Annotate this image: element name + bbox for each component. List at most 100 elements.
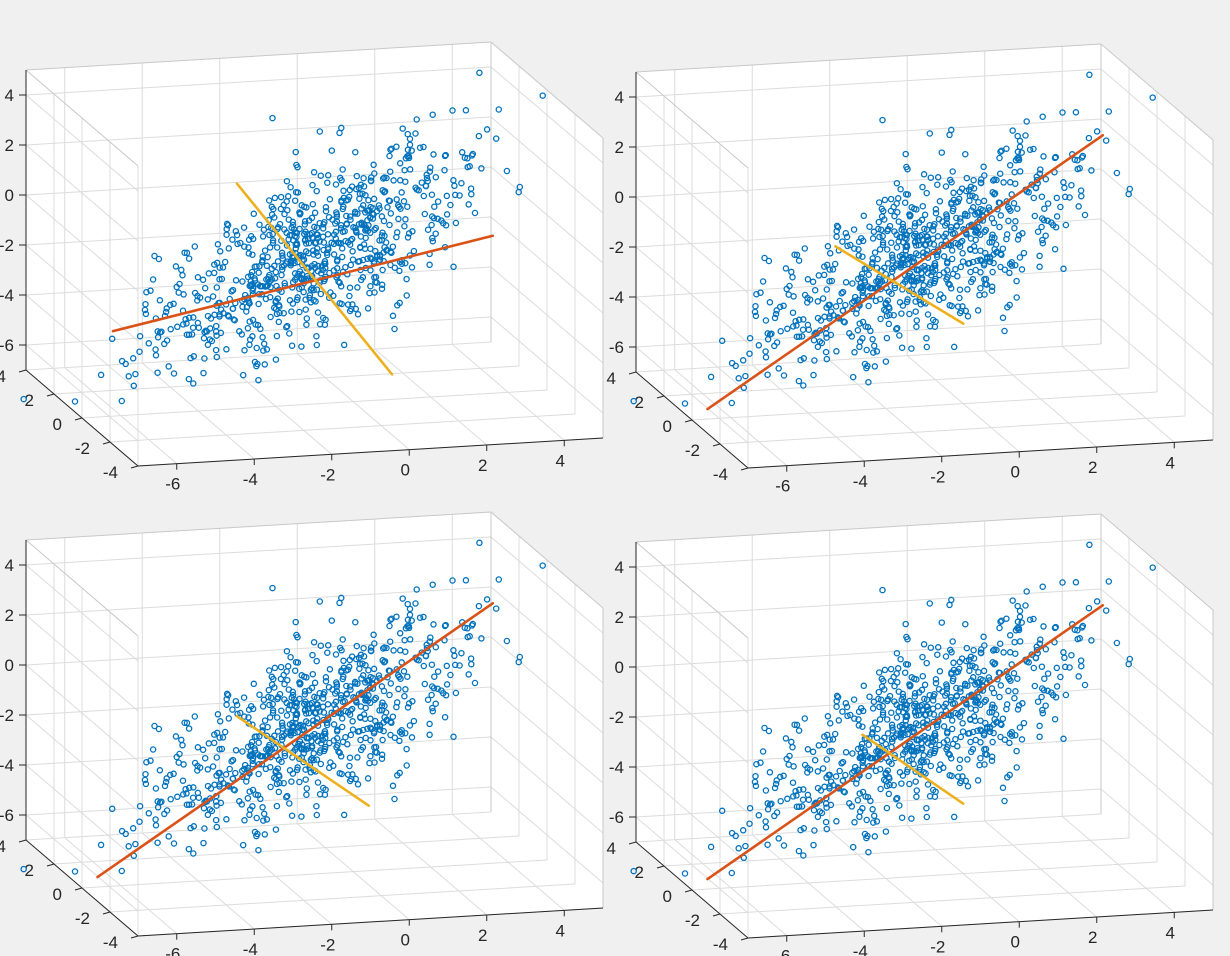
scatter-point: [1014, 618, 1022, 626]
scatter-point: [418, 179, 426, 186]
scatter-point: [279, 722, 286, 729]
scatter-point: [330, 251, 338, 258]
scatter-point: [1006, 179, 1014, 186]
scatter-point: [936, 741, 943, 749]
scatter-point: [1012, 688, 1019, 695]
scatter-point: [371, 696, 378, 703]
scatter-point: [766, 299, 774, 306]
scatter-point: [885, 790, 893, 798]
scatter-point: [327, 289, 334, 296]
scatter-point: [1014, 148, 1022, 156]
scatter-point: [990, 259, 997, 267]
scatter-point: [977, 754, 984, 762]
scatter-point: [820, 271, 828, 279]
scatter-point: [303, 315, 311, 322]
scatter-point: [839, 758, 847, 766]
box-edge: [490, 511, 604, 609]
scatter-point: [831, 260, 839, 268]
scatter-point: [988, 704, 996, 711]
scatter-point: [1062, 221, 1070, 229]
scatter-point: [289, 218, 297, 226]
y-tick-mark: [740, 937, 749, 941]
scatter-point: [165, 833, 172, 840]
scatter-point: [402, 155, 410, 162]
scatter-point: [170, 840, 178, 847]
scatter-point: [423, 171, 430, 179]
scatter-point: [908, 345, 915, 352]
scatter-point: [225, 715, 233, 722]
scatter-point: [145, 810, 153, 817]
grid-line-y: [663, 837, 1130, 867]
scatter-point: [310, 639, 318, 646]
scatter-point: [283, 322, 291, 330]
scatter-point: [921, 225, 928, 233]
scatter-point: [364, 227, 372, 235]
scatter-point: [403, 292, 410, 299]
scatter-point: [309, 651, 316, 659]
scatter-point: [375, 202, 383, 209]
scatter-point: [1057, 673, 1064, 681]
scatter-point: [942, 653, 950, 660]
scatter-point: [995, 199, 1003, 206]
scatter-point: [869, 705, 877, 712]
scatter-point: [286, 330, 293, 337]
scatter-point: [294, 764, 301, 771]
scatter-point: [188, 331, 196, 338]
scatter-point: [990, 689, 998, 697]
scatter-point: [302, 766, 309, 773]
scatter-point: [879, 241, 887, 249]
scatter-point: [385, 667, 393, 674]
scatter-point: [475, 602, 483, 610]
scatter-point: [792, 317, 799, 325]
scatter-point: [1012, 218, 1019, 225]
scatter-point: [981, 642, 988, 649]
scatter-point: [970, 713, 978, 720]
scatter-point: [877, 315, 884, 323]
scatter-point: [1012, 627, 1020, 634]
scatter-point: [800, 852, 807, 859]
scatter-point: [359, 726, 367, 734]
scatter-point: [1086, 541, 1093, 549]
scatter-point: [817, 787, 825, 794]
scatter-point: [292, 618, 299, 626]
scatter-point: [359, 672, 367, 679]
scatter-point: [1040, 153, 1047, 160]
scatter-point: [284, 663, 292, 670]
scatter-point: [284, 206, 291, 214]
scatter-point: [330, 231, 338, 238]
scatter-point: [1071, 626, 1079, 633]
scatter-point: [199, 746, 207, 754]
scatter-point: [305, 217, 313, 224]
scatter-point: [260, 347, 267, 354]
scatter-point: [194, 744, 202, 751]
scatter-point: [865, 302, 872, 310]
scatter-point: [358, 675, 365, 682]
scatter-point: [630, 867, 637, 875]
scatter-point: [249, 786, 257, 794]
scatter-point: [313, 802, 320, 810]
scatter-point: [229, 706, 236, 713]
scatter-point: [902, 150, 909, 158]
scatter-point: [194, 297, 201, 304]
scatter-point: [948, 199, 955, 206]
scatter-point: [772, 780, 780, 788]
scatter-point: [932, 209, 940, 217]
scatter-point: [255, 376, 262, 384]
axes-box: [635, 43, 1214, 440]
scatter-point: [842, 301, 849, 309]
scatter-point: [1039, 706, 1046, 714]
scatter-point: [189, 794, 197, 801]
scatter-point: [367, 254, 374, 261]
scatter-point: [977, 179, 985, 186]
scatter-point: [879, 586, 886, 594]
scatter-point: [278, 758, 285, 766]
scatter-point: [423, 174, 431, 182]
axis-lines: [18, 540, 604, 940]
scatter-point: [244, 743, 252, 751]
scatter-point: [179, 741, 186, 749]
scatter-point: [316, 598, 324, 605]
y-tick-label: -2: [685, 911, 700, 930]
scatter-point: [367, 177, 375, 184]
scatter-point: [216, 781, 223, 788]
scatter-point: [214, 711, 222, 718]
